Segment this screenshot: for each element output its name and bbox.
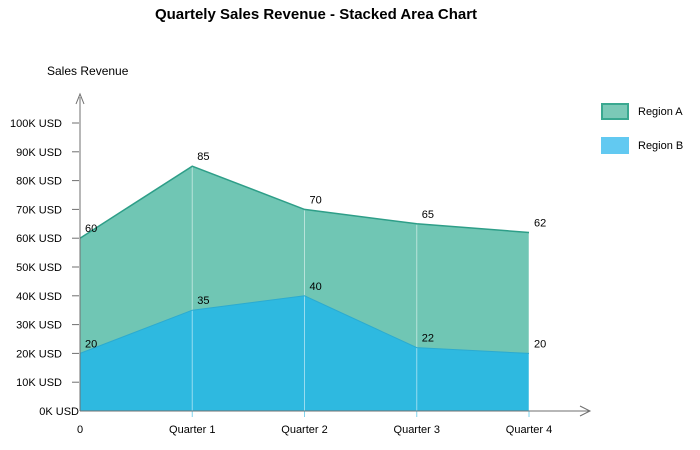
- legend-item-region-a: Region A: [601, 103, 683, 120]
- data-label-region-b: 22: [422, 333, 434, 345]
- y-tick-label: 50K USD: [16, 262, 62, 274]
- y-tick-label: 60K USD: [16, 233, 62, 245]
- legend-label-region-a: Region A: [638, 105, 683, 118]
- data-label-region-b: 35: [197, 295, 209, 307]
- line-region-a: [79, 165, 530, 239]
- x-tick-label: 0: [77, 424, 83, 436]
- x-tick-label: Quarter 1: [169, 424, 215, 436]
- y-tick-label: 20K USD: [16, 348, 62, 360]
- y-tick-label: 70K USD: [16, 204, 62, 216]
- data-label-region-a: 85: [197, 151, 209, 163]
- data-label-region-a: 62: [534, 217, 546, 229]
- legend-label-region-b: Region B: [638, 139, 684, 152]
- region-a-swatch-icon: [601, 103, 629, 120]
- data-label-region-a: 60: [85, 223, 97, 235]
- x-tick-label: Quarter 3: [394, 424, 440, 436]
- line-region-b: [79, 295, 530, 354]
- chart-title: Quartely Sales Revenue - Stacked Area Ch…: [154, 6, 478, 23]
- y-tick-label: 10K USD: [16, 377, 62, 389]
- data-label-region-b: 40: [310, 281, 322, 293]
- y-tick-label: 40K USD: [16, 291, 62, 303]
- data-label-region-b: 20: [534, 338, 546, 350]
- data-label-region-a: 70: [310, 194, 322, 206]
- y-tick-label: 0K USD: [39, 406, 79, 418]
- legend: Region A Region B: [601, 103, 683, 171]
- x-axis-arrow-icon: [579, 405, 592, 417]
- data-label-region-b: 20: [85, 338, 97, 350]
- x-tick-label: Quarter 4: [506, 424, 552, 436]
- x-tick-label: Quarter 2: [281, 424, 327, 436]
- y-tick-label: 100K USD: [10, 118, 62, 130]
- region-b-swatch-icon: [601, 137, 629, 154]
- y-tick-label: 90K USD: [16, 147, 62, 159]
- y-axis-arrow-icon: [75, 92, 85, 105]
- y-tick-label: 80K USD: [16, 176, 62, 188]
- data-label-region-a: 65: [422, 209, 434, 221]
- y-tick-label: 30K USD: [16, 320, 62, 332]
- y-axis-title: Sales Revenue: [47, 64, 129, 78]
- legend-item-region-b: Region B: [601, 137, 683, 154]
